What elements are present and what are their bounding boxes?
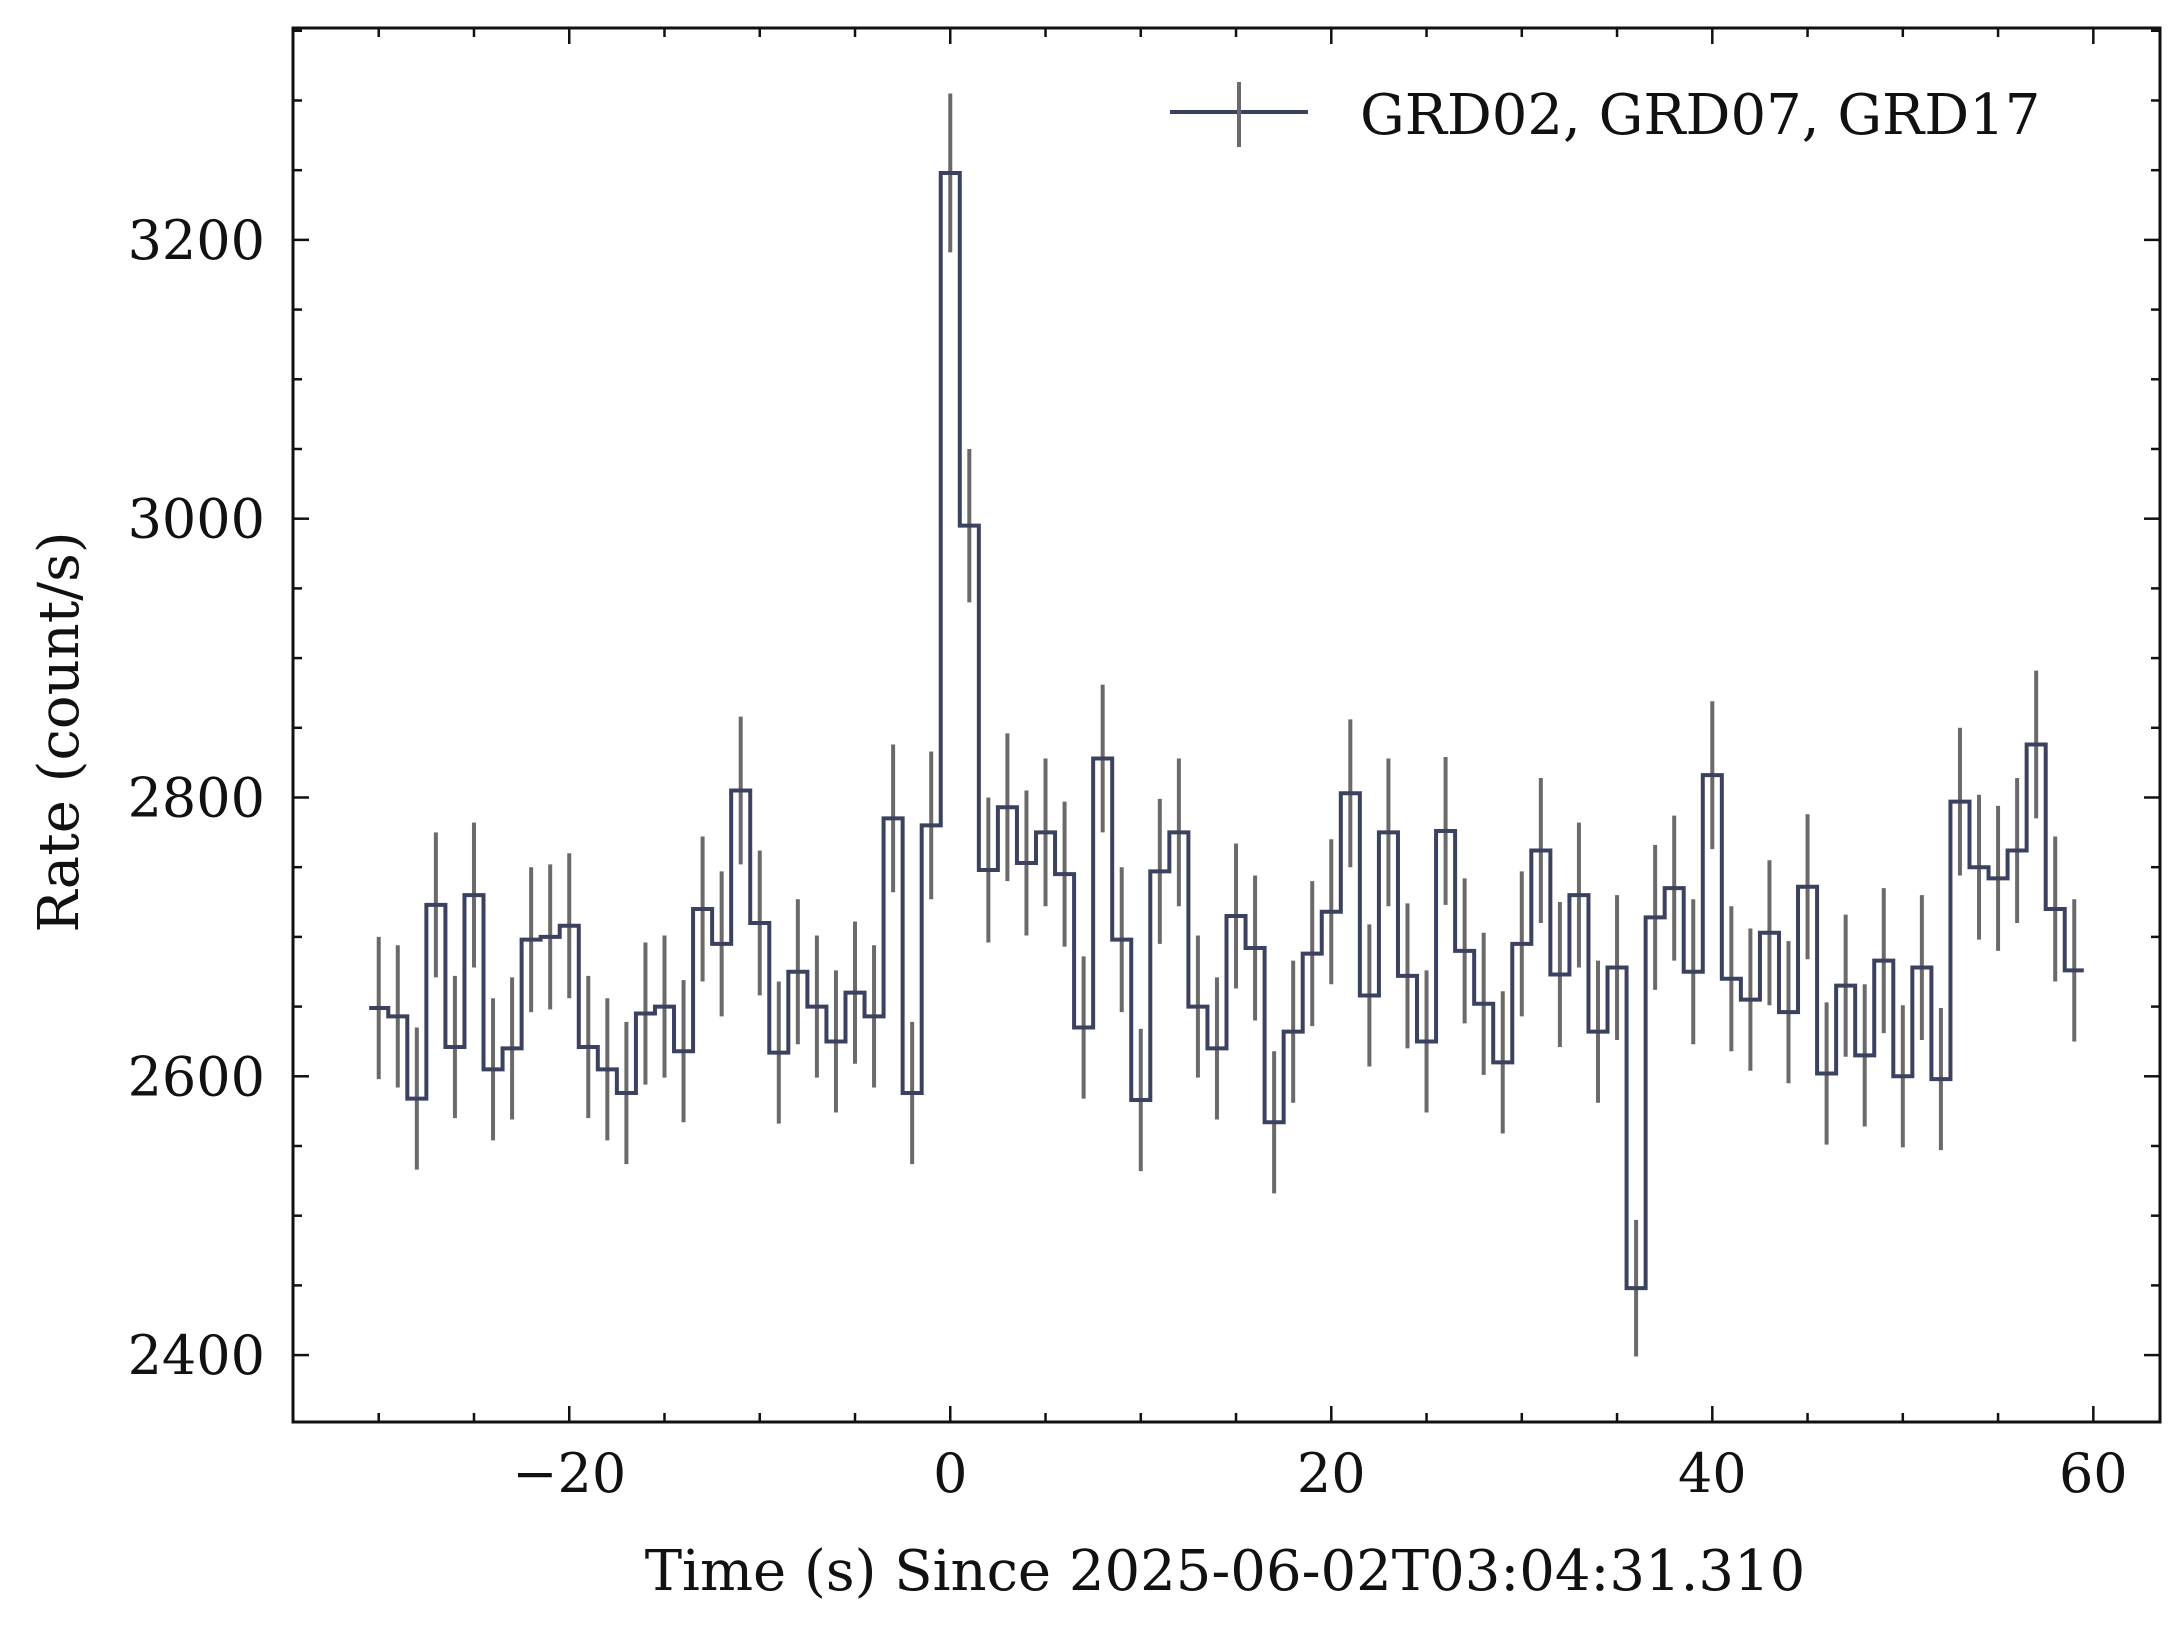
y-tick-label: 3200 — [128, 209, 265, 272]
legend-label: GRD02, GRD07, GRD17 — [1360, 83, 2040, 148]
x-axis-label: Time (s) Since 2025-06-02T03:04:31.310 — [645, 1539, 1806, 1604]
y-tick-label: 2600 — [128, 1045, 265, 1108]
x-tick-label: 60 — [2059, 1442, 2128, 1505]
legend: GRD02, GRD07, GRD17 — [1170, 82, 2040, 148]
series-step-line — [369, 170, 2084, 1291]
x-tick-label: 20 — [1297, 1442, 1366, 1505]
y-axis-label: Rate (count/s) — [27, 531, 92, 932]
y-tick-label: 2400 — [128, 1324, 265, 1387]
x-tick-label: 0 — [933, 1442, 967, 1505]
x-tick-label: −20 — [512, 1442, 626, 1505]
y-tick-label: 2800 — [128, 766, 265, 829]
y-tick-label: 3000 — [128, 488, 265, 551]
x-tick-label: 40 — [1678, 1442, 1747, 1505]
axes-frame — [291, 26, 2162, 1424]
ticks: −20 0 20 40 60 2400 2600 2800 3000 3200 — [128, 28, 2160, 1505]
